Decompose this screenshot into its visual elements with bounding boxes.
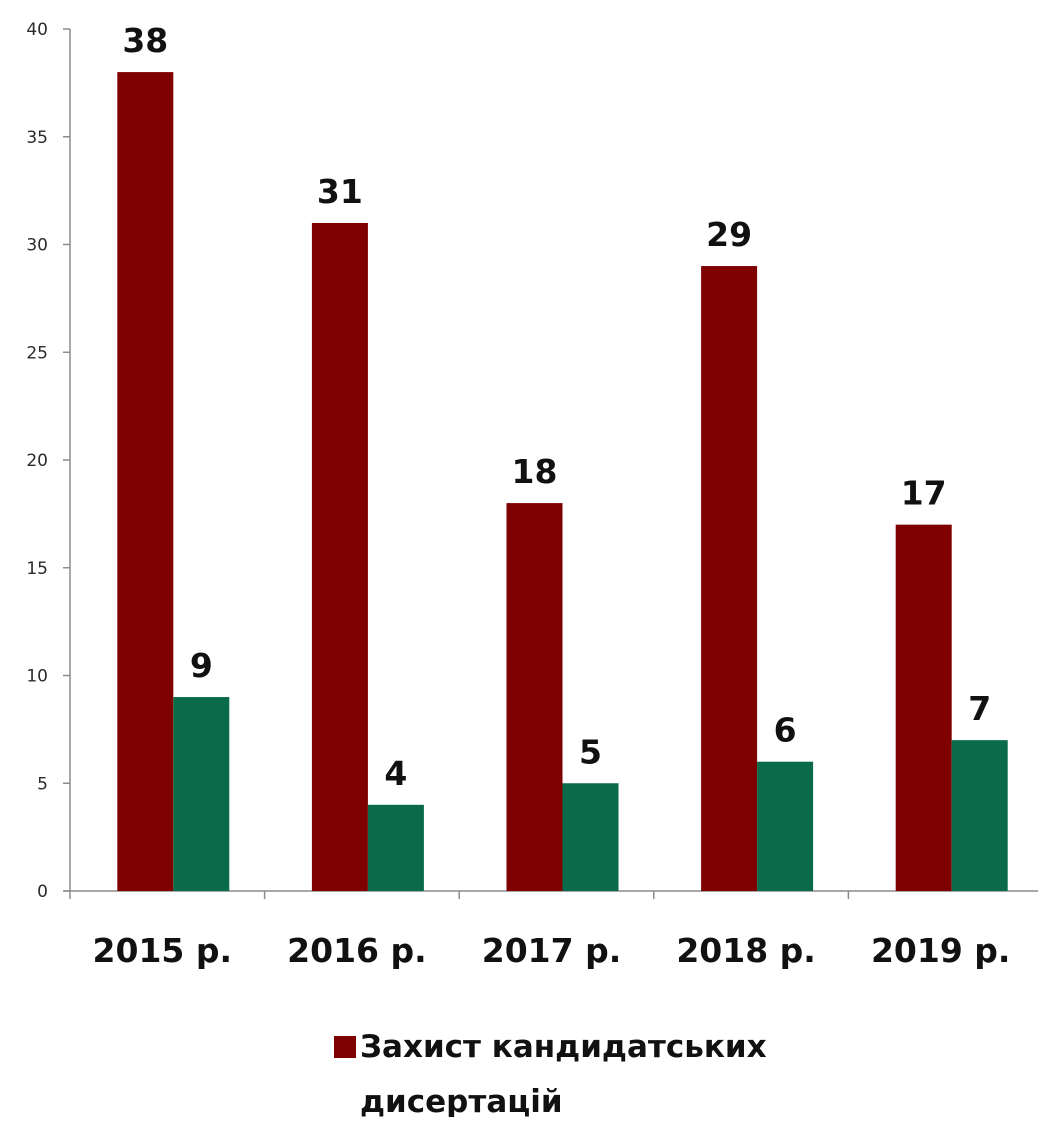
y-tick-label: 5 (37, 774, 48, 794)
bar-series-0-2 (506, 503, 563, 891)
legend-label: дисертацій (360, 1084, 563, 1117)
y-tick-label: 15 (26, 559, 48, 579)
data-label: 4 (384, 754, 407, 793)
data-label: 7 (968, 689, 991, 728)
y-tick-label: 0 (37, 882, 48, 902)
legend: Захист кандидатських дисертацій (334, 1029, 767, 1120)
x-category-label: 2016 р. (287, 931, 427, 970)
bar-series-1-2 (562, 783, 619, 891)
bar-series-1-4 (951, 740, 1008, 891)
y-tick-label: 25 (26, 343, 48, 363)
y-tick-label: 40 (26, 20, 48, 40)
bar-series-0-0 (117, 72, 174, 892)
y-tick-label: 20 (26, 451, 48, 471)
bars (117, 72, 1008, 892)
data-label: 5 (579, 732, 602, 771)
bar-series-0-4 (895, 524, 952, 891)
bar-series-0-1 (311, 222, 368, 891)
bar-series-0-3 (701, 266, 758, 891)
x-category-label: 2018 р. (676, 931, 816, 970)
legend-label: Захист кандидатських (360, 1029, 767, 1065)
data-label: 9 (190, 646, 213, 685)
y-tick-label: 30 (26, 236, 48, 256)
y-tick-label: 10 (26, 667, 48, 687)
bar-series-1-0 (173, 697, 230, 891)
bar-series-1-1 (367, 804, 424, 891)
data-label: 6 (774, 711, 797, 750)
x-category-label: 2019 р. (871, 931, 1011, 970)
x-category-label: 2015 р. (93, 931, 233, 970)
data-labels: 38 9 31 4 18 5 29 6 17 7 (122, 21, 991, 793)
data-label: 18 (512, 452, 558, 491)
data-label: 38 (122, 21, 168, 60)
data-label: 29 (706, 215, 752, 254)
bar-series-1-3 (757, 761, 814, 891)
x-category-label: 2017 р. (482, 931, 622, 970)
data-label: 17 (901, 474, 947, 513)
legend-swatch (334, 1036, 356, 1058)
data-label: 31 (317, 172, 363, 211)
axes: 0 5 10 15 20 25 30 35 40 2015 р. 2016 р. 2017 р. 201… (26, 20, 1038, 970)
y-tick-label: 35 (26, 128, 48, 148)
